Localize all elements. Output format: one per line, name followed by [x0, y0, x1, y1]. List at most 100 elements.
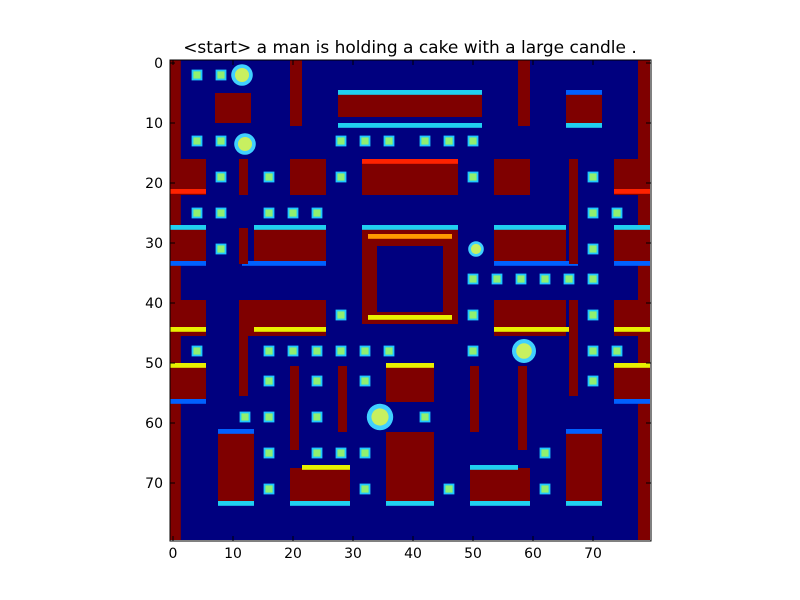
wall-block	[215, 93, 251, 123]
wall-edge	[614, 225, 650, 230]
wall-strip	[569, 192, 578, 264]
pellet	[217, 71, 225, 79]
wall-edge	[254, 225, 326, 230]
pellet	[469, 137, 477, 145]
pellet	[565, 275, 573, 283]
y-tick-label: 30	[145, 236, 163, 252]
x-axis: 0 10 20 30 40 50 60 70	[169, 60, 602, 562]
figure-title: <start> a man is holding a cake with a l…	[183, 38, 637, 58]
wall-edge	[362, 159, 458, 164]
y-tick-label: 50	[145, 356, 163, 372]
y-tick-label: 0	[154, 56, 163, 72]
pellet	[361, 485, 369, 493]
wall-edge	[494, 327, 578, 332]
wall-edge	[362, 225, 458, 230]
wall-block	[290, 468, 350, 504]
wall-pillar	[290, 60, 302, 126]
axes-frame	[169, 59, 652, 542]
pellet	[541, 449, 549, 457]
wall-block	[470, 468, 530, 504]
y-tick-label: 60	[145, 416, 163, 432]
pellet	[589, 377, 597, 385]
pellet	[589, 173, 597, 181]
pellet	[337, 173, 345, 181]
wall-block	[338, 93, 482, 117]
wall-edge	[470, 465, 518, 470]
pellet	[541, 485, 549, 493]
pellet	[337, 449, 345, 457]
x-tick-label: 60	[524, 546, 542, 562]
ghost-sprite-core	[371, 408, 389, 426]
wall-block	[170, 228, 206, 264]
pellet	[241, 413, 249, 421]
pellet	[289, 347, 297, 355]
wall-block	[566, 93, 602, 123]
wall-edge	[614, 189, 650, 194]
pellet	[313, 377, 321, 385]
wall-strip	[518, 366, 527, 450]
wall-edge	[170, 261, 206, 266]
pellet	[265, 209, 273, 217]
y-tick-label: 20	[145, 176, 163, 192]
wall-edge	[494, 261, 578, 266]
wall-edge	[218, 429, 254, 434]
pellet	[589, 311, 597, 319]
wall-block	[614, 366, 650, 402]
pellet	[265, 449, 273, 457]
wall-block	[290, 159, 326, 195]
pellet	[265, 485, 273, 493]
wall-edge	[494, 225, 566, 230]
pellet	[361, 347, 369, 355]
wall-edge	[566, 90, 602, 95]
pellet	[613, 347, 621, 355]
wall-block	[386, 432, 434, 504]
wall-edge	[386, 363, 434, 368]
pellet	[385, 347, 393, 355]
pellet	[217, 137, 225, 145]
pellet	[469, 311, 477, 319]
pellet	[445, 485, 453, 493]
pellet	[265, 413, 273, 421]
pellet	[445, 137, 453, 145]
wall-edge	[170, 225, 206, 230]
pellet	[589, 275, 597, 283]
pellet	[313, 347, 321, 355]
wall-edge	[566, 501, 602, 506]
wall-edge	[566, 429, 602, 434]
pacman-sprite-core	[234, 67, 250, 83]
wall-edge	[566, 123, 602, 128]
wall-strip	[569, 300, 578, 396]
wall-edge	[614, 363, 650, 368]
y-axis: 0 10 20 30 40 50 60 70	[145, 56, 651, 492]
ghost-house-interior	[377, 246, 443, 312]
pellet	[337, 137, 345, 145]
ghost-sprite-core	[237, 136, 253, 152]
wall-edge	[290, 501, 350, 506]
pellet	[589, 209, 597, 217]
x-tick-label: 0	[169, 546, 178, 562]
pellet	[193, 347, 201, 355]
y-tick-label: 40	[145, 296, 163, 312]
x-tick-label: 30	[344, 546, 362, 562]
pellet	[589, 245, 597, 253]
wall-edge	[170, 363, 206, 368]
pellet	[421, 413, 429, 421]
wall-block	[170, 366, 206, 402]
wall-edge	[338, 90, 482, 95]
pellet	[469, 173, 477, 181]
pellet	[361, 137, 369, 145]
pellet	[265, 347, 273, 355]
x-tick-label: 70	[584, 546, 602, 562]
pellet	[337, 347, 345, 355]
pellet	[469, 275, 477, 283]
wall-edge	[302, 465, 350, 470]
pellet	[217, 173, 225, 181]
pellet	[217, 209, 225, 217]
pellet	[193, 137, 201, 145]
wall-strip	[239, 159, 248, 195]
ghost-sprite-core	[516, 343, 532, 359]
wall-strip	[470, 366, 479, 432]
wall-block	[494, 159, 530, 195]
wall-edge	[614, 327, 650, 332]
pellet	[313, 413, 321, 421]
